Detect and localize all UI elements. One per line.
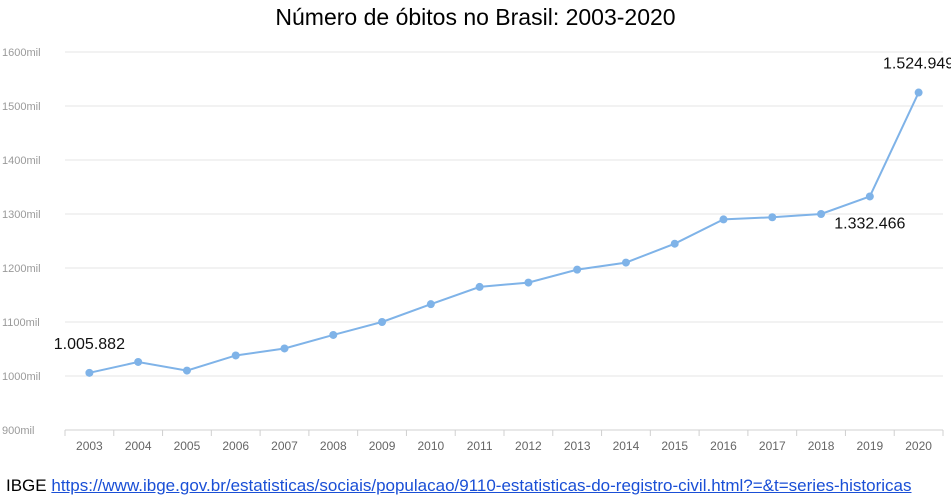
source-link[interactable]: https://www.ibge.gov.br/estatisticas/soc… <box>51 476 912 495</box>
y-tick-label: 1200mil <box>2 263 41 275</box>
y-tick-label: 1500mil <box>2 101 41 113</box>
data-point <box>914 88 923 97</box>
data-point <box>134 357 143 366</box>
series-line <box>89 92 920 374</box>
source-note: IBGE https://www.ibge.gov.br/estatistica… <box>6 476 912 496</box>
data-point <box>865 192 874 201</box>
x-tick-label: 2018 <box>808 439 835 453</box>
x-tick-label: 2008 <box>320 439 347 453</box>
data-series <box>85 88 923 377</box>
x-tick-label: 2011 <box>467 439 493 453</box>
data-point <box>621 258 630 267</box>
x-tick-label: 2005 <box>174 439 201 453</box>
data-point <box>85 368 94 377</box>
data-point <box>475 282 484 291</box>
x-tick-label: 2019 <box>856 439 883 453</box>
data-point <box>378 318 387 326</box>
x-tick-label: 2015 <box>661 439 688 453</box>
line-chart: 900mil 1000mil 1100mil 1200mil 1300mil 1400mi… <box>2 47 951 453</box>
gridlines <box>65 51 943 431</box>
data-point <box>670 239 679 248</box>
data-point <box>182 366 191 375</box>
x-tick-label: 2006 <box>222 439 249 453</box>
data-point <box>329 330 338 339</box>
data-point <box>426 300 435 309</box>
data-point <box>524 278 533 287</box>
data-point <box>573 265 582 274</box>
data-point <box>817 210 826 218</box>
y-tick-label: 1100mil <box>2 317 40 329</box>
y-tick-label: 1000mil <box>2 371 41 383</box>
y-tick-label: 1600mil <box>2 47 41 59</box>
x-tick-label: 2007 <box>271 439 298 453</box>
y-axis-ticks: 900mil 1000mil 1100mil 1200mil 1300mil 1400mi… <box>2 47 41 437</box>
x-tick-label: 2014 <box>613 439 640 453</box>
x-tick-label: 2016 <box>710 439 737 453</box>
x-tick-label: 2004 <box>125 439 152 453</box>
y-tick-label: 1300mil <box>2 209 41 221</box>
data-label: 1.524.949 <box>883 56 951 73</box>
y-tick-label: 900mil <box>2 425 34 437</box>
x-tick-label: 2003 <box>76 439 103 453</box>
chart-title: Número de óbitos no Brasil: 2003-2020 <box>275 4 676 30</box>
x-tick-label: 2020 <box>905 439 932 453</box>
data-point <box>768 213 777 222</box>
data-annotations: 1.005.882 1.332.466 1.524.949 <box>54 56 951 353</box>
y-tick-label: 1400mil <box>2 155 41 167</box>
x-tick-label: 2012 <box>515 439 542 453</box>
x-axis: 2003 2004 2005 2006 2007 2008 2009 2010 2011 2012… <box>64 430 944 453</box>
data-label: 1.005.882 <box>54 336 125 353</box>
data-point <box>280 344 289 353</box>
data-point <box>231 351 240 360</box>
x-tick-label: 2017 <box>759 439 786 453</box>
data-label: 1.332.466 <box>834 215 905 232</box>
source-prefix: IBGE <box>6 476 52 495</box>
x-tick-label: 2013 <box>564 439 591 453</box>
data-point <box>719 215 728 224</box>
x-tick-label: 2010 <box>417 439 444 453</box>
x-tick-label: 2009 <box>369 439 396 453</box>
